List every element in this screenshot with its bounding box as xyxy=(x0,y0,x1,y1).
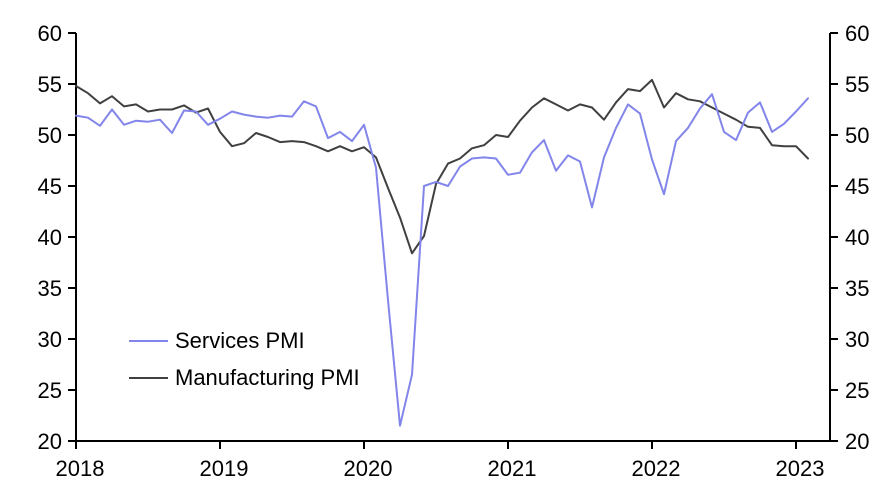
y-tick-label-right: 30 xyxy=(845,327,869,352)
y-tick-label-left: 60 xyxy=(38,21,62,46)
series-line-manufacturing-pmi xyxy=(75,78,809,255)
legend-item-manufacturing: Manufacturing PMI xyxy=(129,366,360,390)
manufacturing-line-swatch xyxy=(129,377,168,379)
legend-label-manufacturing: Manufacturing PMI xyxy=(175,365,360,390)
x-tick-label: 2022 xyxy=(632,456,681,481)
y-tick-label-right: 55 xyxy=(845,72,869,97)
y-tick-label-left: 45 xyxy=(38,174,62,199)
y-tick-label-right: 20 xyxy=(845,429,869,454)
services-line-swatch xyxy=(129,340,168,342)
series-line-services-pmi xyxy=(75,93,809,427)
y-tick-label-left: 55 xyxy=(38,72,62,97)
y-tick-label-left: 35 xyxy=(38,276,62,301)
x-tick-label: 2018 xyxy=(56,456,105,481)
y-tick-label-left: 50 xyxy=(38,123,62,148)
legend-label-services: Services PMI xyxy=(175,328,305,353)
y-tick-label-left: 25 xyxy=(38,378,62,403)
y-tick-label-right: 40 xyxy=(845,225,869,250)
x-tick-label: 2019 xyxy=(200,456,249,481)
x-tick-label: 2020 xyxy=(344,456,393,481)
y-tick-label-right: 35 xyxy=(845,276,869,301)
y-tick-label-left: 40 xyxy=(38,225,62,250)
y-tick-label-left: 30 xyxy=(38,327,62,352)
y-tick-label-left: 20 xyxy=(38,429,62,454)
y-tick-label-right: 50 xyxy=(845,123,869,148)
y-tick-label-right: 45 xyxy=(845,174,869,199)
y-tick-label-right: 25 xyxy=(845,378,869,403)
x-tick-label: 2023 xyxy=(776,456,825,481)
x-tick-label: 2021 xyxy=(488,456,537,481)
y-tick-label-right: 60 xyxy=(845,21,869,46)
legend-item-services: Services PMI xyxy=(129,329,305,353)
